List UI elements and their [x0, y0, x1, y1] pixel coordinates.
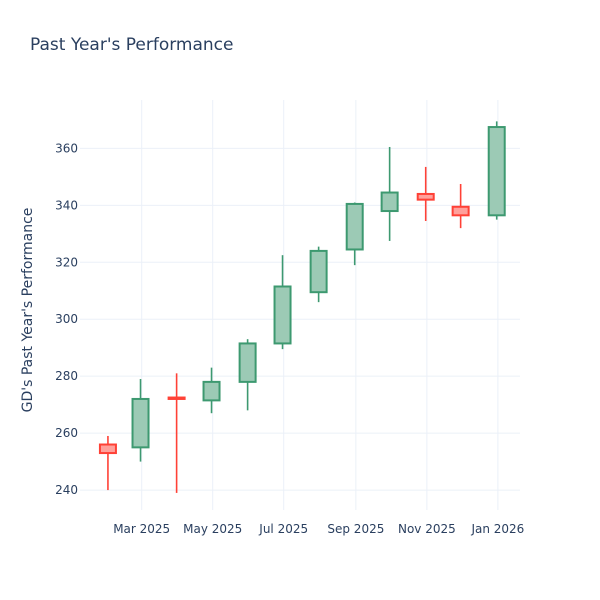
gridlines	[80, 100, 520, 510]
candle-body	[380, 191, 399, 213]
candle-body	[238, 342, 257, 383]
candle-increasing	[380, 146, 399, 241]
candle-decreasing	[416, 166, 435, 222]
x-axis-ticks: Mar 2025 May 2025 Jul 2025 Sep 2025 Nov 2025…	[113, 522, 524, 536]
candle-body	[98, 443, 117, 455]
candle-body	[451, 205, 470, 217]
candle-decreasing	[98, 435, 117, 491]
candle-body	[131, 397, 150, 449]
candle-body	[487, 126, 506, 217]
candle-increasing	[131, 379, 150, 462]
candle-increasing	[345, 202, 364, 266]
y-tick-label: 240	[55, 483, 78, 497]
candle-body	[167, 396, 186, 400]
x-tick-label: Sep 2025	[327, 522, 384, 536]
x-tick-label: May 2025	[183, 522, 242, 536]
x-tick-label: Jul 2025	[258, 522, 308, 536]
candle-decreasing	[167, 373, 186, 493]
candle-increasing	[238, 339, 257, 411]
y-tick-label: 360	[55, 141, 78, 155]
candle-increasing	[273, 255, 292, 350]
candle-increasing	[202, 367, 221, 414]
y-tick-label: 320	[55, 255, 78, 269]
candle-body	[273, 285, 292, 345]
chart-title: Past Year's Performance	[30, 35, 234, 55]
candle-decreasing	[451, 183, 470, 229]
candle-body	[202, 380, 221, 402]
y-tick-label: 300	[55, 312, 78, 326]
candles	[98, 121, 506, 493]
candle-body	[345, 202, 364, 251]
y-tick-label: 280	[55, 369, 78, 383]
x-tick-label: Mar 2025	[113, 522, 170, 536]
y-tick-label: 340	[55, 198, 78, 212]
x-tick-label: Nov 2025	[398, 522, 456, 536]
candle-body	[416, 192, 435, 201]
candle-increasing	[487, 121, 506, 220]
candle-increasing	[309, 246, 328, 303]
y-tick-label: 260	[55, 426, 78, 440]
y-axis-ticks: 240 260 280 300 320 340 360	[55, 141, 78, 497]
y-axis-title: GD's Past Year's Performance	[20, 208, 36, 413]
x-tick-label: Jan 2026	[470, 522, 524, 536]
candle-body	[309, 249, 328, 294]
